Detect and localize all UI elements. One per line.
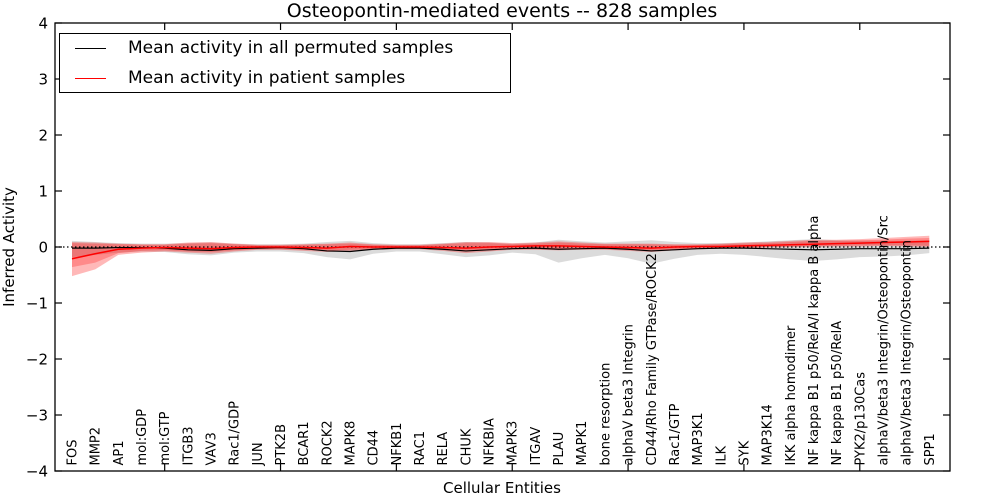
- y-tick-label: −4: [26, 463, 48, 481]
- x-tick-label: MAP3K14: [761, 404, 776, 465]
- y-tick-label: −1: [26, 295, 48, 313]
- x-tick-label: MAPK3: [506, 421, 521, 466]
- y-tick-label: 0: [38, 239, 48, 257]
- x-tick-label: NFKBIA: [483, 418, 498, 465]
- x-tick-label: NF kappa B1 p50/RelA/I kappa B alpha: [807, 216, 822, 466]
- y-tick-label: 2: [38, 127, 48, 145]
- x-tick-label: CHUK: [459, 428, 474, 465]
- x-tick-label: AP1: [112, 440, 127, 465]
- y-axis-label: Inferred Activity: [0, 187, 18, 307]
- permuted-band: [72, 239, 930, 264]
- x-tick-label: RELA: [436, 432, 451, 466]
- x-tick-label: alphaV beta3 Integrin: [622, 324, 637, 465]
- x-tick-label: Rac1/GTP: [668, 403, 683, 465]
- y-tick-labels: −4 −3 −2 −1 0 1 2 3 4: [26, 15, 48, 481]
- legend: Mean activity in all permuted samples Me…: [59, 33, 511, 93]
- x-tick-label: JUN: [251, 442, 266, 466]
- patient-mean-line: [71, 240, 930, 260]
- y-tick-label: 1: [38, 183, 48, 201]
- x-tick-label: MAP3K1: [691, 412, 706, 465]
- x-tick-label: ITGB3: [181, 426, 196, 465]
- y-tick-label: 4: [38, 15, 48, 33]
- x-tick-label: IKK alpha homodimer: [784, 325, 799, 466]
- x-tick-label: bone resorption: [598, 363, 613, 466]
- x-tick-label: Rac1/GDP: [228, 401, 243, 466]
- x-tick-label: SYK: [737, 440, 752, 465]
- y-tick-label: 3: [38, 71, 48, 89]
- legend-item-patient: Mean activity in patient samples: [60, 66, 510, 90]
- chart-title: Osteopontin-mediated events -- 828 sampl…: [287, 0, 717, 22]
- x-tick-label: NF kappa B1 p50/RelA: [830, 321, 845, 466]
- x-tick-label: PTK2B: [274, 424, 289, 466]
- legend-item-permuted: Mean activity in all permuted samples: [60, 36, 510, 60]
- x-tick-label: alphaV/beta3 Integrin/Osteopontin: [900, 240, 915, 465]
- y-tick-label: −2: [26, 351, 48, 369]
- legend-label-patient: Mean activity in patient samples: [128, 67, 406, 88]
- y-tick-label: −3: [26, 407, 48, 425]
- patient-line-swatch: [75, 77, 106, 79]
- x-tick-labels: FOS MMP2 AP1 mol:GDP mol:GTP ITGB3 VAV3 Rac1/GD…: [66, 215, 938, 466]
- permuted-line-swatch: [75, 47, 106, 49]
- x-tick-label: NFKB1: [390, 423, 405, 466]
- x-tick-label: SPP1: [923, 433, 938, 465]
- x-tick-label: PLAU: [552, 432, 567, 466]
- permuted-mean-line: [72, 246, 930, 253]
- x-tick-label: MMP2: [89, 427, 104, 466]
- x-axis-label: Cellular Entities: [443, 479, 561, 497]
- x-tick-label: VAV3: [205, 432, 220, 465]
- x-tick-label: ROCK2: [320, 420, 335, 465]
- x-tick-label: mol:GDP: [135, 409, 150, 466]
- x-tick-label: PYK2/p130Cas: [853, 372, 868, 466]
- x-tick-label: CD44/Rho Family GTPase/ROCK2: [645, 253, 660, 465]
- axis-ticks-layer: [55, 22, 950, 472]
- x-tick-label: ITGAV: [529, 427, 544, 466]
- legend-label-permuted: Mean activity in all permuted samples: [128, 37, 454, 58]
- x-tick-label: ILK: [714, 445, 729, 465]
- x-tick-label: mol:GTP: [158, 411, 173, 465]
- x-tick-label: MAPK1: [575, 421, 590, 466]
- x-tick-label: RAC1: [413, 431, 428, 466]
- x-tick-label: CD44: [367, 430, 382, 466]
- patient-band-inner: [72, 238, 930, 268]
- confidence-bands-layer: [72, 235, 930, 277]
- x-tick-label: alphaV/beta3 Integrin/Osteopontin/Src: [877, 215, 892, 465]
- x-tick-label: BCAR1: [297, 422, 312, 466]
- x-tick-label: MAPK8: [344, 421, 359, 466]
- series-lines-layer: [71, 240, 930, 260]
- x-tick-label: FOS: [66, 440, 81, 466]
